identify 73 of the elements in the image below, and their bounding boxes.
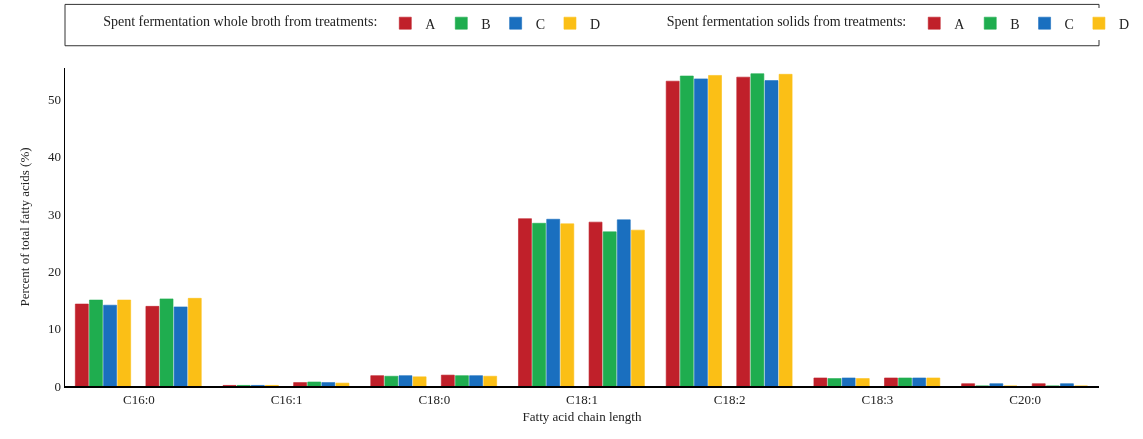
bar	[398, 375, 413, 386]
bar	[307, 381, 322, 386]
legend-label: B	[1010, 16, 1020, 32]
y-tick-label: 20	[47, 263, 61, 279]
bar	[813, 377, 828, 386]
bar	[560, 223, 575, 386]
bar	[412, 376, 427, 386]
bar	[898, 377, 912, 386]
bar	[455, 375, 469, 386]
text: Spent fermentation solids from treatments:	[666, 13, 907, 29]
bar	[370, 375, 385, 386]
bar	[89, 299, 103, 386]
x-axis-title: Fatty acid chain length	[522, 408, 642, 424]
bar	[483, 375, 497, 386]
bar	[989, 383, 1004, 386]
bar	[145, 306, 160, 386]
bar	[293, 382, 307, 386]
bar	[187, 298, 202, 386]
x-tick-label: C16:1	[270, 391, 303, 407]
bar	[855, 378, 870, 386]
bar	[1031, 383, 1046, 386]
y-tick-label: 50	[47, 92, 61, 108]
x-tick-label: C18:3	[861, 391, 894, 407]
legend-label: C	[535, 16, 545, 32]
bar	[321, 382, 336, 386]
bar	[764, 80, 779, 386]
y-tick-label: 10	[47, 321, 61, 337]
bar	[631, 229, 645, 386]
bar	[827, 378, 842, 386]
bar	[384, 375, 399, 386]
y-axis-title: Percent of total fatty acids (%)	[16, 147, 32, 307]
bar	[518, 218, 532, 386]
x-tick-label: C18:1	[566, 391, 598, 407]
bar	[926, 377, 941, 386]
text: Spent fermentation whole broth from treatments:	[103, 13, 378, 29]
bar	[469, 375, 483, 386]
bar	[173, 306, 188, 386]
y-tick-label: 0	[54, 378, 61, 394]
bar	[75, 303, 89, 386]
bar	[778, 74, 793, 386]
bar	[750, 73, 765, 386]
x-tick-label: C18:0	[418, 391, 451, 407]
bar	[680, 75, 694, 386]
bar	[616, 219, 631, 386]
bar	[588, 221, 603, 386]
bar	[884, 377, 898, 386]
bar	[961, 383, 975, 386]
legend-label: B	[481, 16, 491, 32]
bar	[335, 382, 350, 386]
bar	[736, 76, 751, 386]
bar	[694, 78, 708, 386]
bar	[441, 374, 455, 386]
y-tick-label: 30	[47, 206, 61, 222]
x-tick-label: C20:0	[1009, 391, 1042, 407]
x-tick-label: C16:0	[122, 391, 155, 407]
legend-label: A	[425, 16, 437, 32]
x-tick-label: C18:2	[713, 391, 746, 407]
bar	[1060, 383, 1074, 386]
bar	[841, 377, 856, 386]
bar	[602, 231, 617, 386]
bar	[532, 222, 546, 386]
bar	[546, 218, 560, 386]
legend-label: D	[1118, 16, 1130, 32]
bar	[103, 304, 117, 386]
legend-label: C	[1064, 16, 1074, 32]
bar	[912, 377, 926, 386]
legend-label: A	[954, 16, 966, 32]
legend-label: D	[589, 16, 601, 32]
bar	[117, 299, 131, 386]
y-tick-label: 40	[47, 149, 61, 165]
bar	[665, 80, 680, 386]
bar	[159, 298, 174, 386]
bar	[708, 75, 722, 386]
